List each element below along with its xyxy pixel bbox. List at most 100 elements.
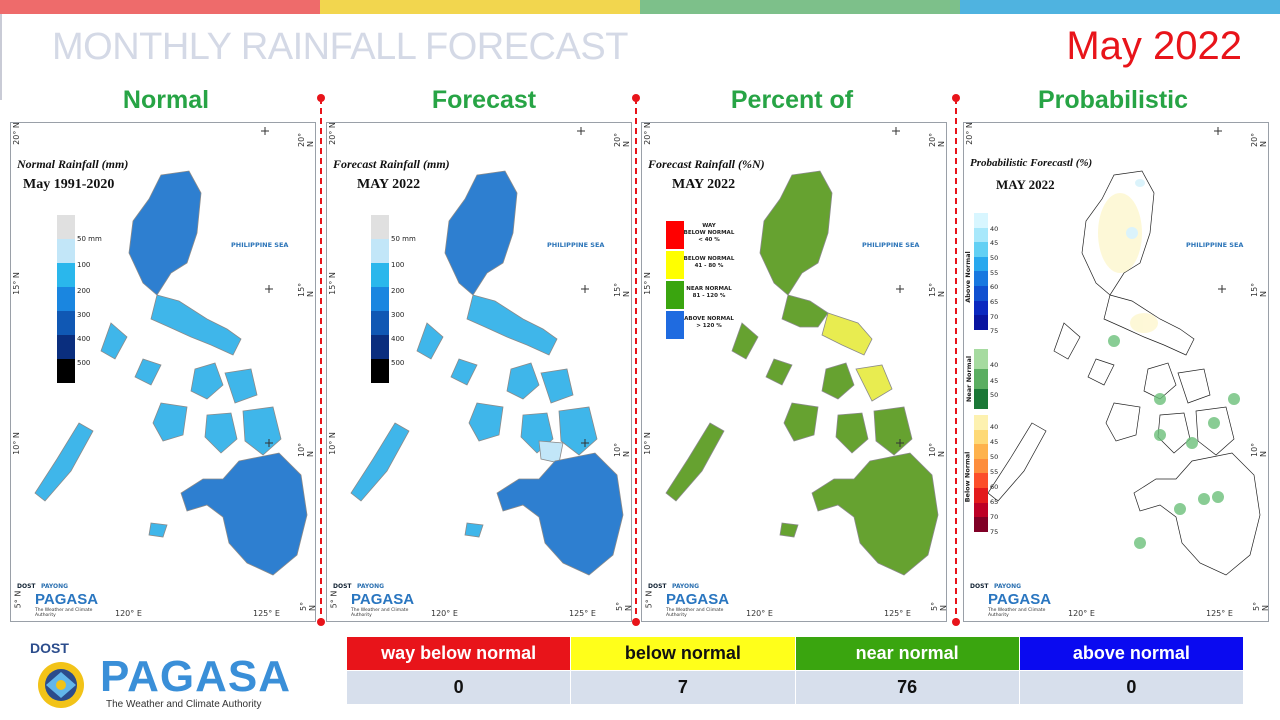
group-label: Below Normal [963,451,972,503]
colorbar-swatch [57,239,75,263]
colorbar-label: 100 [77,261,91,269]
lat-label: 10° N [327,432,337,455]
colorbar-label: 40 [990,423,999,431]
colorbar-swatch [57,311,75,335]
colorbar-swatch [974,444,988,459]
group-label: Above Normal [963,251,972,303]
value-below-normal: 7 [570,670,796,705]
colorbar-label: 45 [990,438,999,446]
category-label-line: NEAR NORMAL [686,286,732,292]
colorbar-label: 75 [990,528,999,536]
colorbar-swatch [974,349,988,369]
colorbar-swatch [57,215,75,239]
payong-pagasa-logo: DOST PAYONG PAGASA The Weather and Clima… [968,579,1058,618]
colorbar-label: 200 [77,287,91,295]
lat-label: 20° N [928,132,946,147]
forecast-date: May 2022 [1066,24,1242,68]
lat-label: 20° N [964,122,974,145]
lat-label: 20° N [327,122,337,145]
colorbar-label: 50 [990,254,999,262]
colorbar-swatch [974,300,988,316]
top-accent-bar [0,0,1280,14]
colorbar-swatch [371,263,389,287]
map-title: Probabilistic Forecastl (%) [970,157,1093,169]
colorbar-swatch [974,256,988,272]
lat-label: 15° N [327,272,337,295]
map-subtitle: May 1991-2020 [23,177,115,192]
colorbar-swatch [974,242,988,257]
colorbar-label: 50 mm [77,235,102,243]
category-swatch-below [666,251,684,279]
colorbar-label: 500 [77,359,91,367]
lon-label: 120° E [115,609,142,618]
philippines-map [350,127,624,576]
category-label: BELOW NORMAL 41 - 80 % [674,256,744,270]
accent-segment-yellow [320,0,640,14]
colorbar-label: 500 [391,359,405,367]
category-label: NEAR NORMAL 81 - 120 % [674,286,744,300]
colorbar-label: 65 [990,298,999,306]
map-subtitle: MAY 2022 [996,177,1055,192]
value-above-normal: 0 [1018,670,1245,705]
category-label-line: < 40 % [698,237,720,243]
lon-label: 125° E [884,609,911,618]
philippines-map [665,127,939,576]
colorbar-swatch [974,458,988,474]
lat-label: 10° N [928,442,946,457]
logo-dost: DOST [648,583,667,590]
colorbar-label: 300 [391,311,405,319]
accent-segment-green [640,0,960,14]
philippines-map [34,127,308,576]
logo-tagline: The Weather and Climate Authority [666,608,724,618]
value-near-normal: 76 [794,670,1020,705]
lat-label: 5° N [615,601,631,611]
lat-label: 15° N [297,282,315,297]
colorbar-label: 50 mm [391,235,416,243]
rainfall-colorbar [57,215,75,383]
above-normal-colorbar [974,213,988,330]
panel-divider [632,94,640,626]
lat-label: 15° N [11,272,21,295]
lat-label: 20° N [11,122,21,145]
category-label-line: ABOVE NORMAL [684,316,734,322]
colorbar-swatch [57,359,75,383]
colorbar-label: 40 [990,361,999,369]
slide-title: MONTHLY RAINFALL FORECAST [52,26,628,68]
category-label: WAY BELOW NORMAL < 40 % [674,223,744,244]
philippines-map [987,127,1261,576]
colorbar-label: 75 [990,327,999,335]
lat-label: 10° N [11,432,21,455]
panel-divider [317,94,325,626]
lat-label: 5° N [299,601,315,611]
lat-label: 20° N [297,132,315,147]
colorbar-label: 60 [990,483,999,491]
summary-table: way below normal below normal near norma… [345,636,1245,705]
lon-label: 125° E [569,609,596,618]
colorbar-swatch [974,285,988,301]
lat-label: 15° N [928,282,946,297]
logo-dost: DOST [333,583,352,590]
colorbar-swatch [974,415,988,430]
logo-payong: PAYONG [357,583,385,590]
logo-payong: PAYONG [672,583,700,590]
pagasa-emblem-icon [38,662,84,708]
colorbar-label: 100 [391,261,405,269]
lat-label: 5° N [930,601,946,611]
colorbar-swatch [371,287,389,311]
lon-label: 120° E [1068,609,1095,618]
table-row: 0 7 76 0 [345,670,1245,705]
header-near-normal: near normal [794,636,1020,671]
lon-label: 125° E [253,609,280,618]
category-swatch-above [666,311,684,339]
panel-title-line1: Percent of [730,86,854,114]
lat-label: 10° N [613,442,631,457]
panel-title-probabilistic: Probabilistic [1013,84,1213,116]
colorbar-swatch [974,227,988,243]
colorbar-swatch [974,429,988,445]
colorbar-label: 65 [990,498,999,506]
category-swatch-way-below [666,221,684,249]
sea-label: PHILIPPINE SEA [231,241,289,249]
category-label-line: 81 - 120 % [692,293,726,299]
group-label: Near Normal [965,355,974,403]
colorbar-label: 50 [990,391,999,399]
